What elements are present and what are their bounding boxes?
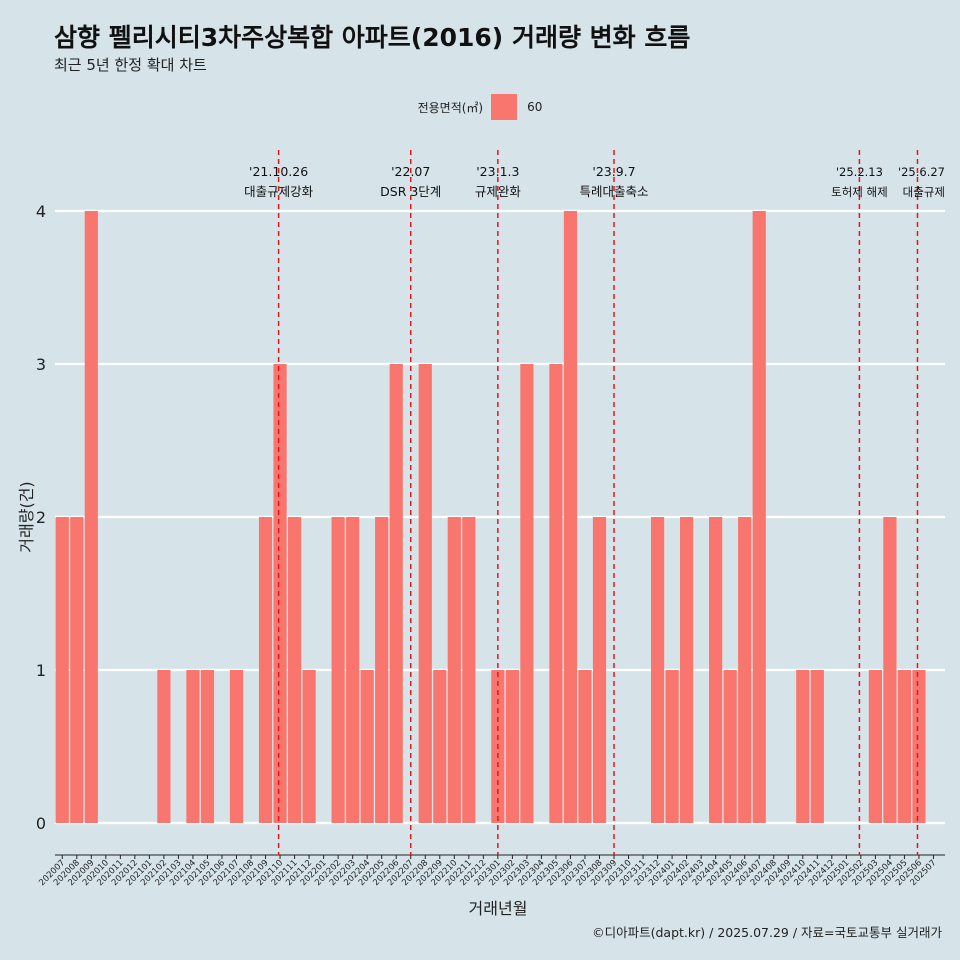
bar xyxy=(258,517,273,823)
event-label: 대출규제강화 xyxy=(244,184,314,199)
bar xyxy=(549,364,563,823)
bar xyxy=(273,364,287,823)
event-date: '25.2.13 xyxy=(836,165,883,179)
bar xyxy=(897,670,912,823)
bar xyxy=(375,517,389,823)
bar xyxy=(70,517,84,823)
bar xyxy=(520,364,534,823)
bar xyxy=(738,517,752,823)
bar xyxy=(418,364,432,823)
bar xyxy=(680,517,694,823)
bar xyxy=(157,670,171,823)
event-label: DSR 3단계 xyxy=(380,184,441,199)
bar xyxy=(810,670,824,823)
bar xyxy=(302,670,316,823)
event-label: 토허제 해제 xyxy=(831,185,888,199)
event-date: '25.6.27 xyxy=(898,165,945,179)
legend-label: 60 xyxy=(527,100,543,114)
bar xyxy=(752,211,766,823)
bar xyxy=(186,670,200,823)
chart-title: 삼향 펠리시티3차주상복합 아파트(2016) 거래량 변화 흐름 xyxy=(54,23,691,52)
bar xyxy=(287,517,302,823)
legend: 전용면적(㎡) 60 xyxy=(0,94,960,120)
event-date: '23.9.7 xyxy=(592,164,635,179)
bar xyxy=(229,670,244,823)
legend-title: 전용면적(㎡) xyxy=(417,100,484,115)
bar xyxy=(578,670,592,823)
y-tick-label: 0 xyxy=(36,814,46,833)
bars xyxy=(55,211,926,823)
bar xyxy=(55,517,69,823)
event-label: 대출규제 xyxy=(903,185,945,199)
bar xyxy=(796,670,810,823)
y-axis: 0 1 2 3 4 xyxy=(36,202,46,833)
bar xyxy=(563,211,578,823)
bar xyxy=(433,670,447,823)
event-date: '22.07 xyxy=(391,164,430,179)
y-tick-label: 1 xyxy=(36,661,46,680)
bar xyxy=(389,364,403,823)
x-axis-label: 거래년월 xyxy=(469,899,528,918)
bar xyxy=(505,670,519,823)
y-tick-label: 4 xyxy=(36,202,46,221)
y-tick-label: 3 xyxy=(36,355,46,374)
bar xyxy=(883,517,897,823)
legend-swatch xyxy=(491,94,518,120)
bar xyxy=(723,670,737,823)
bar xyxy=(84,211,98,823)
bar xyxy=(868,670,882,823)
y-tick-label: 2 xyxy=(36,508,46,527)
caption: ©디아파트(dapt.kr) / 2025.07.29 / 자료=국토교통부 실… xyxy=(592,925,942,940)
bar xyxy=(200,670,215,823)
bar xyxy=(650,517,665,823)
annotations: '21.10.26 대출규제강화 '22.07 DSR 3단계 '23.1.3 규제완화 '… xyxy=(244,150,945,855)
bar xyxy=(346,517,360,823)
bar xyxy=(912,670,926,823)
bar xyxy=(462,517,476,823)
bar xyxy=(709,517,723,823)
event-date: '21.10.26 xyxy=(249,164,308,179)
event-date: '23.1.3 xyxy=(476,164,519,179)
bar xyxy=(447,517,461,823)
bar xyxy=(592,517,607,823)
bar xyxy=(360,670,374,823)
x-axis: 2020072020082020092020102020112020122021… xyxy=(37,854,945,888)
event-label: 규제완화 xyxy=(475,184,522,199)
y-axis-label: 거래량(건) xyxy=(17,481,36,552)
event-label: 특례대출축소 xyxy=(580,184,649,199)
bar xyxy=(665,670,679,823)
bar xyxy=(331,517,345,823)
chart-subtitle: 최근 5년 한정 확대 차트 xyxy=(54,56,207,74)
